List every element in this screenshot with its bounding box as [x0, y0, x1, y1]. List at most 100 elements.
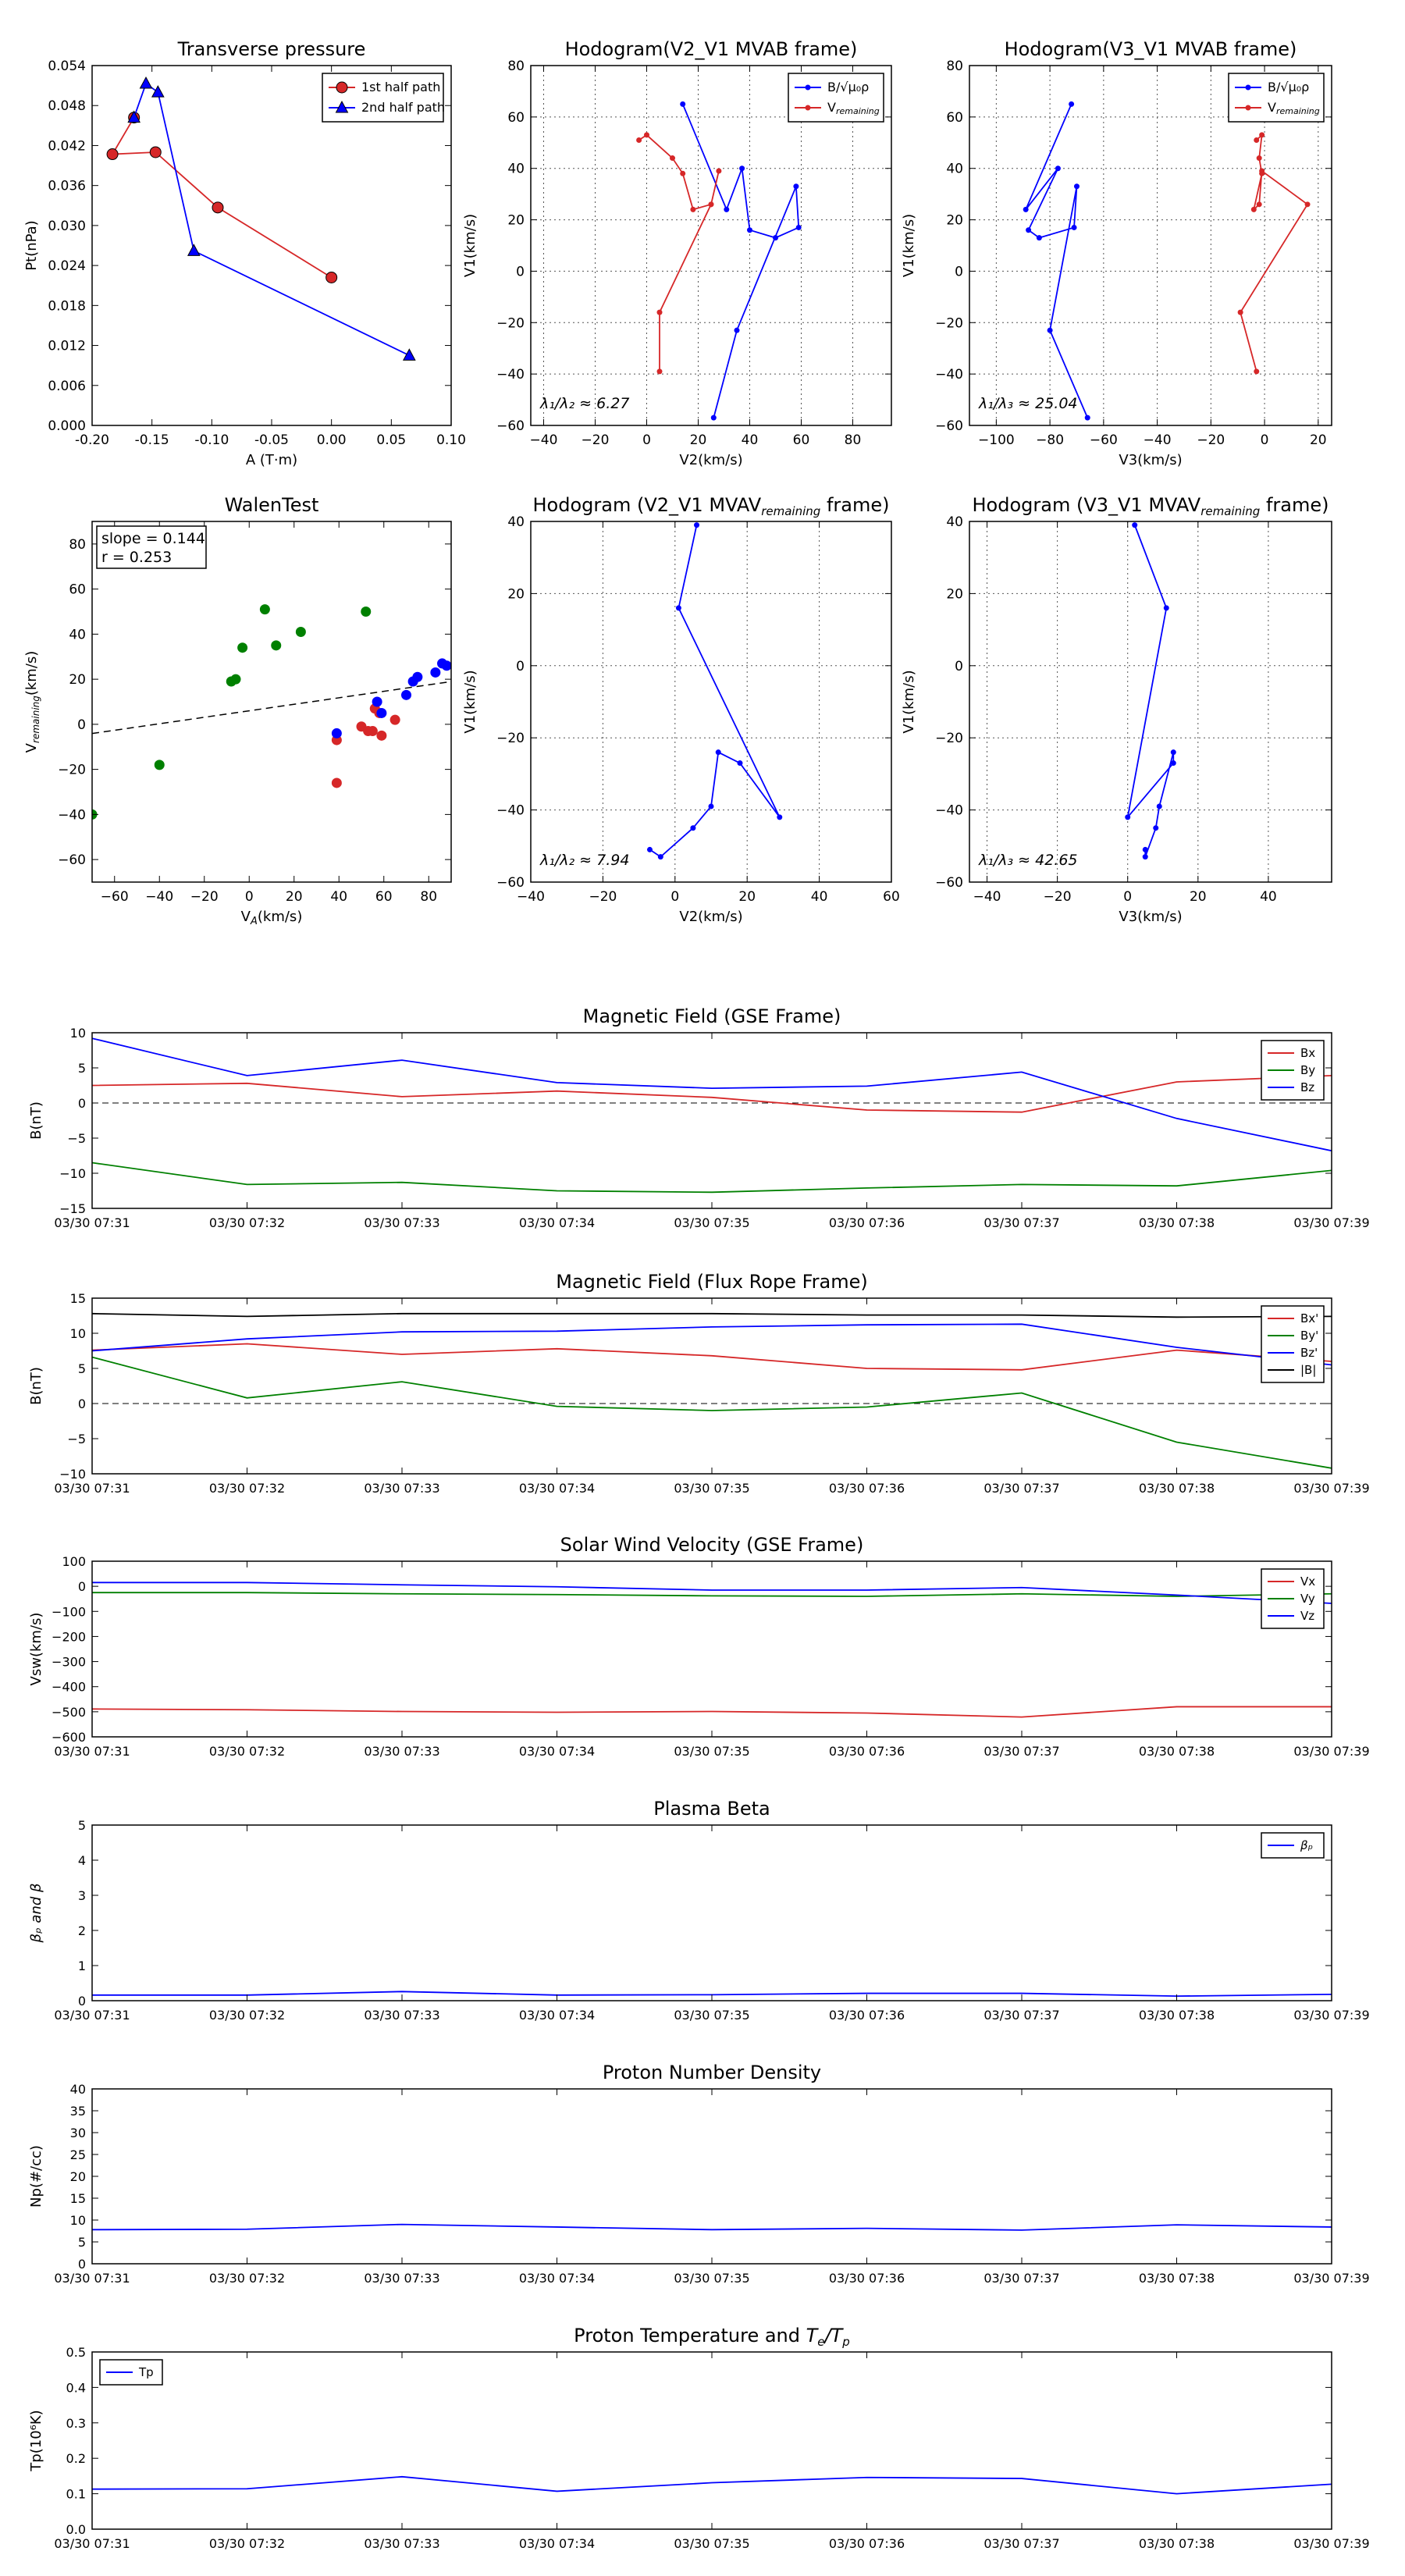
data-point — [1163, 605, 1169, 611]
data-point — [1055, 165, 1061, 172]
series-1st-half-path-line — [111, 117, 333, 279]
x-tick-label: −40 — [973, 889, 1001, 905]
y-axis-label: Np(#/cc) — [28, 2145, 44, 2208]
data-point — [694, 522, 700, 528]
data-point — [212, 201, 224, 214]
y-tick-label: 0.018 — [48, 298, 86, 314]
y-axis-label: V1(km/s) — [462, 670, 478, 733]
data-point — [367, 726, 378, 737]
chart-c4: WalenTest −60 −40 −20 0 20 40 60 80 −60 −40 −20 0 20 4… — [23, 494, 452, 927]
x-tick-label: −60 — [1090, 432, 1118, 448]
y-tick-label: 40 — [507, 162, 525, 177]
y-tick-label: 10 — [70, 1326, 86, 1341]
data-point — [331, 728, 342, 738]
chart-c1: Transverse pressure -0.20 -0.15 -0.10 -0.05 0… — [23, 38, 466, 468]
data-point — [708, 201, 714, 208]
legend-label: |B| — [1300, 1363, 1316, 1377]
y-tick-label: 0.0 — [66, 2522, 86, 2537]
x-tick-label: 0 — [1123, 889, 1132, 905]
y-tick-label: −60 — [58, 852, 86, 868]
y-tick-label: −15 — [59, 1201, 86, 1216]
legend: B/√μ₀ρ Vremaining — [788, 73, 884, 123]
series-vz-line — [92, 1582, 1332, 1604]
data-point — [139, 76, 153, 89]
y-tick-label: 0.006 — [48, 379, 86, 394]
data-point — [151, 85, 165, 98]
y-tick-label: 0.000 — [48, 418, 86, 434]
y-axis-label: B(nT) — [28, 1101, 44, 1140]
x-tick-label: −40 — [1144, 432, 1172, 448]
x-tick-label: 40 — [742, 432, 759, 448]
x-tick-label: -0.10 — [194, 432, 229, 448]
x-tick-label: −40 — [530, 432, 558, 448]
x-tick-label: 03/30 07:36 — [829, 1744, 905, 1759]
chart-title: Hodogram(V3_V1 MVAB frame) — [1005, 38, 1297, 60]
y-tick-label: −40 — [935, 803, 963, 819]
y-axis-label: Vremaining(km/s) — [23, 651, 41, 753]
series-bx-line — [92, 1075, 1332, 1113]
data-point — [1125, 814, 1131, 820]
x-tick-label: −80 — [1036, 432, 1064, 448]
data-point — [1073, 183, 1080, 190]
plot-area — [92, 2223, 1332, 2231]
y-tick-label: 80 — [507, 59, 525, 74]
data-point — [1259, 132, 1265, 138]
data-point — [230, 674, 241, 685]
axes-frame — [969, 65, 1332, 426]
legend-label: By — [1300, 1063, 1315, 1077]
x-tick-label: 60 — [375, 889, 393, 905]
series-bz--line — [92, 1323, 1332, 1366]
x-tick-label: 03/30 07:37 — [984, 2008, 1059, 2023]
chart-title: Magnetic Field (Flux Rope Frame) — [556, 1271, 867, 1293]
legend-label: Vx — [1300, 1574, 1315, 1589]
data-point — [1026, 227, 1032, 233]
y-tick-label: 20 — [946, 213, 963, 229]
eigenvalue-ratio: λ₁/λ₃ ≈ 25.04 — [978, 395, 1078, 412]
x-tick-label: 03/30 07:37 — [984, 1481, 1059, 1496]
stats-box — [96, 525, 207, 569]
legend-label: Vz — [1300, 1609, 1314, 1623]
data-point — [237, 642, 248, 653]
x-tick-label: 0.05 — [376, 432, 406, 448]
data-point — [656, 309, 663, 315]
data-point — [680, 170, 686, 176]
x-tick-label: −60 — [101, 889, 129, 905]
chart-c5: Hodogram (V2_V1 MVAVremaining frame)−40−… — [462, 494, 900, 925]
x-tick-label: 03/30 07:35 — [674, 2536, 749, 2551]
x-tick-label: 03/30 07:35 — [674, 1481, 749, 1496]
x-tick-label: 0 — [245, 889, 254, 905]
data-point — [716, 168, 722, 174]
y-tick-label: 10 — [70, 2213, 86, 2228]
legend-label: βₚ — [1300, 1838, 1313, 1852]
data-point — [1071, 224, 1077, 230]
x-tick-label: 03/30 07:31 — [54, 1481, 130, 1496]
axes-frame — [91, 1824, 1332, 2001]
y-tick-label: 30 — [70, 2126, 86, 2140]
x-tick-label: -0.15 — [135, 432, 169, 448]
data-point — [675, 605, 681, 611]
data-point — [1254, 368, 1260, 375]
y-axis-label: V1(km/s) — [901, 670, 917, 733]
x-tick-label: 03/30 07:36 — [829, 2271, 905, 2286]
data-point — [1069, 101, 1075, 107]
legend-marker — [805, 84, 811, 91]
x-tick-label: 03/30 07:31 — [54, 2536, 130, 2551]
plot-area — [531, 521, 891, 882]
y-tick-label: −400 — [52, 1680, 86, 1695]
chart-title: Magnetic Field (GSE Frame) — [583, 1005, 841, 1027]
x-axis-label: V2(km/s) — [679, 452, 742, 468]
data-point — [710, 415, 717, 421]
legend: Vx Vy Vz — [1261, 1568, 1325, 1629]
chart-c8: Magnetic Field (Flux Rope Frame) 03/30 07… — [28, 1271, 1370, 1496]
chart-c7: Magnetic Field (GSE Frame) 03/30 07:31 03/… — [28, 1005, 1370, 1230]
axes-frame — [530, 65, 892, 426]
y-tick-label: −40 — [935, 367, 963, 382]
x-tick-label: 03/30 07:31 — [54, 1215, 130, 1230]
data-point — [1047, 327, 1053, 333]
y-tick-label: 20 — [946, 586, 963, 602]
y-tick-label: −100 — [52, 1604, 86, 1619]
y-tick-label: 15 — [70, 2191, 86, 2206]
y-tick-label: 60 — [69, 582, 86, 598]
axes-frame — [91, 1032, 1332, 1209]
